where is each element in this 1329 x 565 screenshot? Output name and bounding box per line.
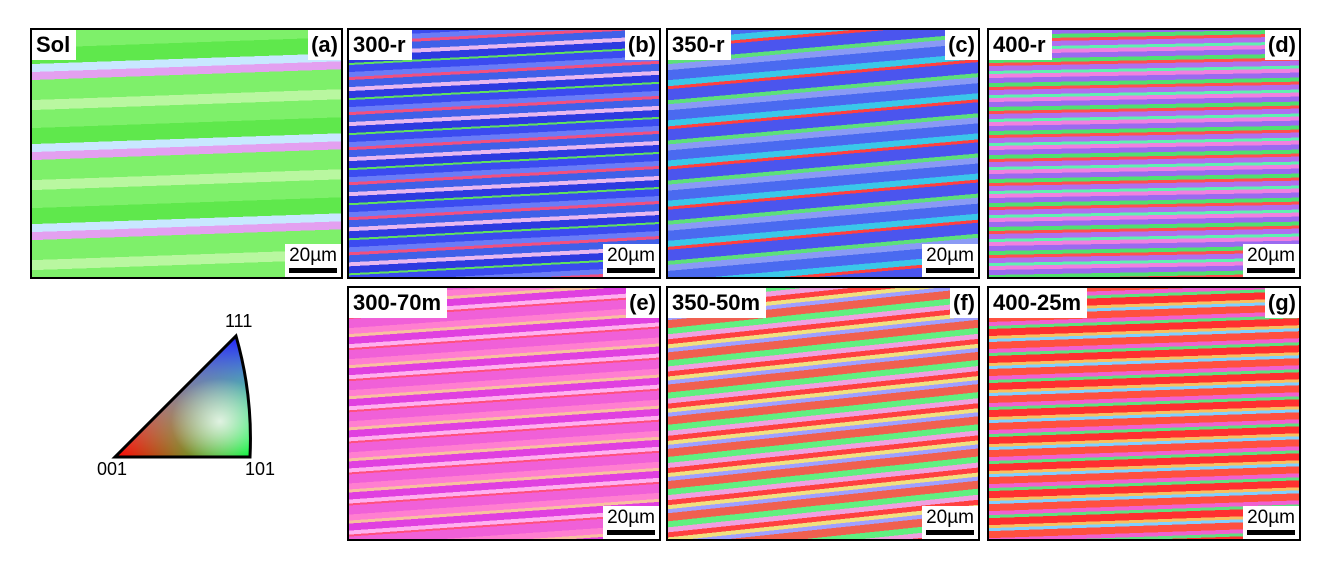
ebsd-map: 300-70m (e) 20µm bbox=[347, 286, 661, 541]
scale-line bbox=[607, 530, 655, 535]
scale-line bbox=[926, 268, 974, 273]
ebsd-map: Sol (a) 20µm bbox=[30, 28, 343, 279]
ebsd-map: 400-r (d) 20µm bbox=[987, 28, 1301, 279]
sample-name: 300-r bbox=[349, 30, 412, 60]
scale-line bbox=[1247, 530, 1295, 535]
legend-right: 101 bbox=[245, 459, 275, 475]
sample-name: 350-r bbox=[668, 30, 731, 60]
scale-text: 20µm bbox=[607, 507, 655, 528]
ipf-legend: 111 001 101 bbox=[97, 311, 275, 475]
panel-label: (d) bbox=[1264, 30, 1299, 60]
scale-bar: 20µm bbox=[922, 244, 978, 277]
panel-label: (e) bbox=[626, 288, 659, 318]
scale-bar: 20µm bbox=[285, 244, 341, 277]
panel-label: (c) bbox=[945, 30, 978, 60]
sample-name: 400-25m bbox=[989, 288, 1088, 318]
scale-text: 20µm bbox=[926, 507, 974, 528]
sample-name: 350-50m bbox=[668, 288, 767, 318]
panel-label: (b) bbox=[624, 30, 659, 60]
scale-line bbox=[289, 268, 337, 273]
scale-bar: 20µm bbox=[1243, 506, 1299, 539]
scale-text: 20µm bbox=[926, 245, 974, 266]
scale-bar: 20µm bbox=[603, 506, 659, 539]
scale-text: 20µm bbox=[289, 245, 337, 266]
scale-line bbox=[926, 530, 974, 535]
panel-label: (a) bbox=[308, 30, 341, 60]
scale-line bbox=[607, 268, 655, 273]
panel-label: (f) bbox=[950, 288, 978, 318]
scale-line bbox=[1247, 268, 1295, 273]
ebsd-map: 350-r (c) 20µm bbox=[666, 28, 980, 279]
scale-text: 20µm bbox=[607, 245, 655, 266]
ebsd-map: 300-r (b) 20µm bbox=[347, 28, 661, 279]
legend-left: 001 bbox=[97, 459, 127, 475]
sample-name: Sol bbox=[32, 30, 77, 60]
sample-name: 300-70m bbox=[349, 288, 448, 318]
scale-bar: 20µm bbox=[1243, 244, 1299, 277]
panel-label: (g) bbox=[1264, 288, 1299, 318]
scale-text: 20µm bbox=[1247, 245, 1295, 266]
ebsd-map: 400-25m (g) 20µm bbox=[987, 286, 1301, 541]
ebsd-map: 350-50m (f) 20µm bbox=[666, 286, 980, 541]
scale-bar: 20µm bbox=[603, 244, 659, 277]
scale-bar: 20µm bbox=[922, 506, 978, 539]
scale-text: 20µm bbox=[1247, 507, 1295, 528]
legend-top: 111 bbox=[225, 311, 252, 331]
sample-name: 400-r bbox=[989, 30, 1052, 60]
